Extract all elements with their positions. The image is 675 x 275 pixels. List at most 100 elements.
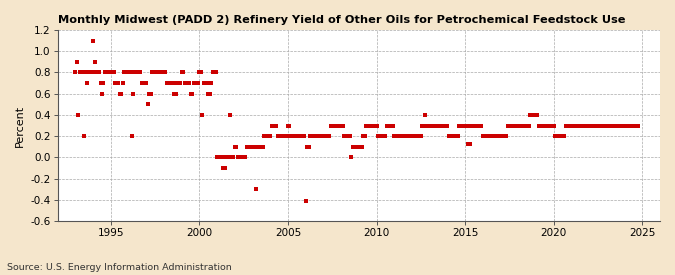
Point	[620, 123, 631, 128]
Point	[207, 70, 218, 75]
Point	[578, 123, 589, 128]
Point	[310, 134, 321, 138]
Point	[325, 123, 336, 128]
Point	[475, 123, 485, 128]
Point	[433, 123, 444, 128]
Point	[166, 81, 177, 85]
Point	[216, 155, 227, 160]
Point	[423, 123, 434, 128]
Point	[580, 123, 591, 128]
Point	[202, 81, 213, 85]
Point	[553, 134, 564, 138]
Point	[503, 123, 514, 128]
Point	[261, 134, 271, 138]
Point	[128, 92, 138, 96]
Point	[225, 113, 236, 117]
Point	[494, 134, 505, 138]
Point	[129, 70, 140, 75]
Point	[263, 134, 274, 138]
Point	[116, 92, 127, 96]
Point	[605, 123, 616, 128]
Point	[544, 123, 555, 128]
Point	[190, 81, 200, 85]
Point	[126, 134, 137, 138]
Point	[76, 70, 86, 75]
Point	[342, 134, 352, 138]
Point	[206, 81, 217, 85]
Point	[186, 92, 197, 96]
Point	[338, 123, 348, 128]
Point	[88, 38, 99, 43]
Point	[498, 134, 509, 138]
Point	[430, 123, 441, 128]
Point	[446, 134, 457, 138]
Point	[107, 70, 117, 75]
Point	[165, 81, 176, 85]
Point	[402, 134, 413, 138]
Point	[313, 134, 323, 138]
Point	[507, 123, 518, 128]
Point	[223, 155, 234, 160]
Point	[268, 123, 279, 128]
Point	[180, 81, 190, 85]
Point	[278, 134, 289, 138]
Point	[78, 70, 88, 75]
Point	[244, 145, 255, 149]
Point	[500, 134, 510, 138]
Point	[463, 141, 474, 146]
Point	[194, 70, 205, 75]
Point	[392, 134, 403, 138]
Point	[333, 123, 344, 128]
Point	[182, 81, 193, 85]
Point	[589, 123, 600, 128]
Point	[314, 134, 325, 138]
Point	[501, 134, 512, 138]
Point	[543, 123, 554, 128]
Point	[262, 134, 273, 138]
Text: Monthly Midwest (PADD 2) Refinery Yield of Other Oils for Petrochemical Feedstoc: Monthly Midwest (PADD 2) Refinery Yield …	[58, 15, 625, 25]
Point	[173, 81, 184, 85]
Point	[153, 70, 163, 75]
Point	[585, 123, 596, 128]
Point	[159, 70, 169, 75]
Point	[591, 123, 602, 128]
Point	[101, 70, 112, 75]
Point	[236, 155, 246, 160]
Point	[595, 123, 606, 128]
Point	[230, 145, 240, 149]
Point	[610, 123, 621, 128]
Point	[250, 187, 261, 191]
Point	[315, 134, 326, 138]
Point	[448, 134, 459, 138]
Point	[375, 134, 386, 138]
Point	[557, 134, 568, 138]
Point	[196, 70, 207, 75]
Point	[335, 123, 346, 128]
Point	[628, 123, 639, 128]
Point	[406, 134, 417, 138]
Point	[437, 123, 448, 128]
Point	[111, 81, 122, 85]
Point	[464, 141, 475, 146]
Point	[631, 123, 642, 128]
Point	[205, 92, 215, 96]
Point	[297, 134, 308, 138]
Point	[495, 134, 506, 138]
Point	[600, 123, 611, 128]
Point	[97, 92, 107, 96]
Point	[288, 134, 299, 138]
Point	[175, 81, 186, 85]
Point	[583, 123, 593, 128]
Point	[549, 134, 560, 138]
Point	[451, 134, 462, 138]
Point	[178, 70, 188, 75]
Point	[624, 123, 634, 128]
Point	[616, 123, 627, 128]
Point	[136, 81, 147, 85]
Point	[100, 70, 111, 75]
Point	[105, 70, 116, 75]
Point	[72, 60, 82, 64]
Point	[237, 155, 248, 160]
Point	[476, 123, 487, 128]
Point	[324, 134, 335, 138]
